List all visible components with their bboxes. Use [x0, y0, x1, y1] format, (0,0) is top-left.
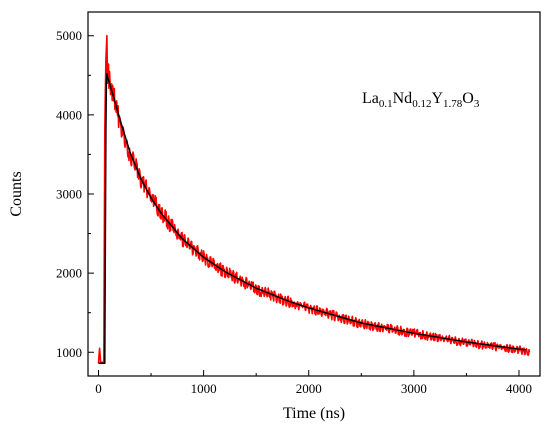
x-axis-title: Time (ns) [283, 405, 345, 422]
y-axis-ticks: 1000 2000 3000 4000 5000 [56, 28, 94, 360]
formula-subscript: 3 [474, 98, 480, 110]
x-tick-label: 4000 [506, 381, 532, 396]
y-tick-label: 5000 [56, 28, 82, 43]
formula-element: O [462, 90, 474, 107]
formula-subscript: 0.1 [379, 98, 393, 110]
formula-element: Y [431, 90, 443, 107]
sample-formula-annotation: La0.1Nd0.12Y1.78O3 [362, 90, 480, 110]
measured-decay-line [97, 34, 531, 365]
fit-curve-line [98, 72, 527, 365]
x-tick-label: 1000 [191, 381, 217, 396]
plot-frame [87, 11, 541, 377]
formula-subscript: 1.78 [443, 98, 463, 110]
y-tick-label: 1000 [56, 345, 82, 360]
x-tick-label: 3000 [401, 381, 427, 396]
formula-element: La [362, 90, 379, 107]
formula-element: Nd [393, 90, 413, 107]
y-tick-label: 4000 [56, 107, 82, 122]
formula-subscript: 0.12 [412, 98, 431, 110]
y-tick-label: 2000 [56, 266, 82, 281]
x-axis-ticks: 0 1000 2000 3000 4000 [95, 370, 532, 396]
series-group [97, 34, 531, 365]
y-axis-title: Counts [8, 171, 25, 216]
x-tick-label: 2000 [296, 381, 322, 396]
x-tick-label: 0 [95, 381, 102, 396]
y-tick-label: 3000 [56, 187, 82, 202]
